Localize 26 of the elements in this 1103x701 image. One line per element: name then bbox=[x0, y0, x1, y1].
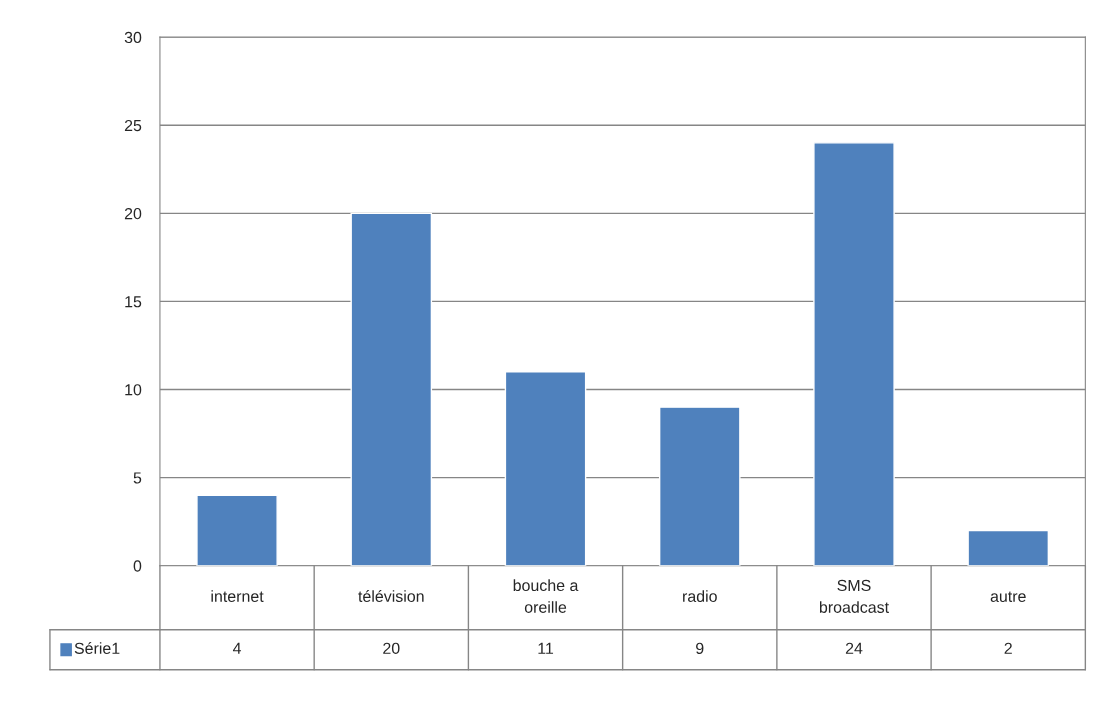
bar bbox=[504, 371, 587, 566]
x-tick-label: autre bbox=[990, 591, 1026, 602]
y-tick-label: 30 bbox=[124, 31, 142, 44]
x-tick-label: radio bbox=[683, 590, 717, 602]
y-tick-label: 25 bbox=[124, 119, 142, 132]
y-tick-label: 20 bbox=[124, 207, 142, 220]
y-tick-label: 5 bbox=[133, 472, 142, 484]
data-label: 20 bbox=[383, 642, 400, 654]
x-tick-label: internet bbox=[211, 590, 264, 602]
data-label: 4 bbox=[232, 642, 242, 654]
y-tick-label: 15 bbox=[125, 296, 142, 308]
bar bbox=[658, 406, 741, 566]
data-label: 24 bbox=[845, 642, 863, 654]
bar bbox=[813, 142, 895, 566]
bar bbox=[196, 494, 278, 566]
bar bbox=[967, 529, 1050, 566]
y-tick-label: 10 bbox=[125, 384, 142, 396]
x-tick-label: télévision bbox=[358, 590, 424, 602]
y-tick-label: 0 bbox=[133, 560, 142, 572]
data-label: 11 bbox=[538, 642, 554, 654]
legend-label: Série1 bbox=[74, 642, 120, 654]
bar bbox=[350, 212, 433, 566]
x-tick-label: bouche a oreille bbox=[513, 579, 579, 613]
x-tick-label: SMS broadcast bbox=[819, 579, 889, 613]
data-label: 2 bbox=[1004, 642, 1012, 654]
data-label: 9 bbox=[696, 642, 704, 654]
